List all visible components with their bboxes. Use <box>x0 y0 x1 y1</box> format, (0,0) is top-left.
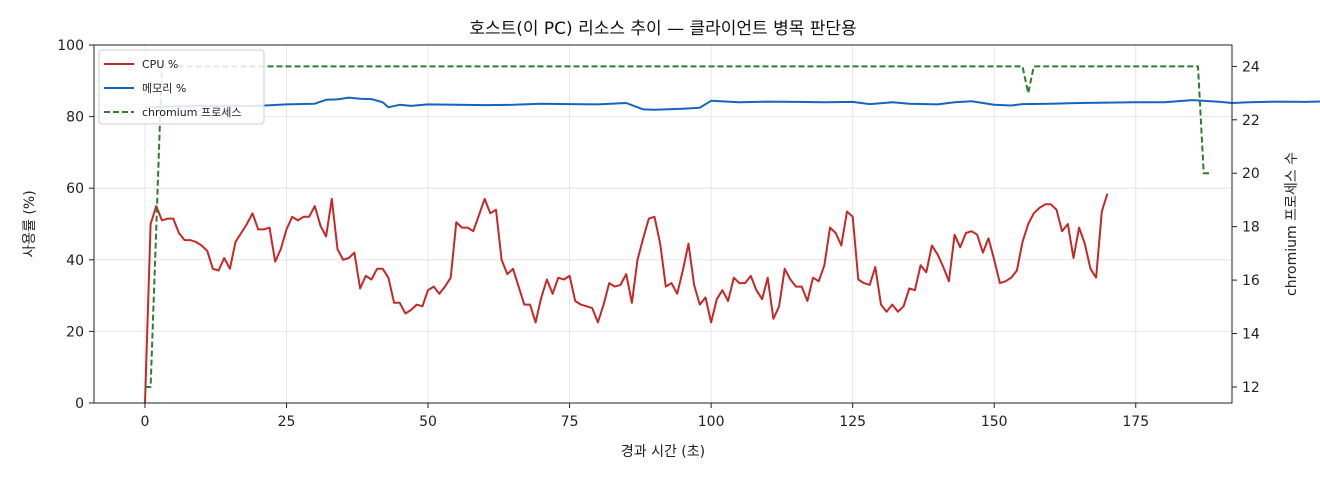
y-tick-label: 40 <box>66 253 84 269</box>
y-axis-right-title: chromium 프로세스 수 <box>1284 152 1300 296</box>
y-right-tick-label: 22 <box>1242 113 1260 129</box>
y-tick-label: 20 <box>66 324 84 340</box>
x-axis: 0 25 50 75 100 125 150 175 <box>140 403 1149 430</box>
x-tick-label: 0 <box>140 414 149 430</box>
legend-box <box>98 49 265 125</box>
y-axis-left: 0 20 40 60 80 100 <box>57 38 94 412</box>
y-tick-label: 0 <box>75 396 84 412</box>
y-right-tick-label: 18 <box>1242 220 1260 236</box>
legend: CPU % 메모리 % chromium 프로세스 <box>98 49 265 125</box>
series-layer <box>144 65 1320 404</box>
legend-label-2: chromium 프로세스 <box>142 106 241 119</box>
y-right-tick-label: 20 <box>1242 166 1260 182</box>
legend-label-1: 메모리 % <box>142 82 186 95</box>
y-right-tick-label: 24 <box>1242 59 1260 75</box>
x-tick-label: 175 <box>1122 414 1149 430</box>
x-axis-title: 경과 시간 (초) <box>621 444 705 460</box>
x-tick-label: 150 <box>981 414 1008 430</box>
series-line-1 <box>144 96 1320 111</box>
series-line-2 <box>145 65 1210 388</box>
y-tick-label: 60 <box>66 181 84 197</box>
y-axis-right: 12 14 16 18 20 22 24 <box>1232 59 1260 396</box>
x-tick-label: 100 <box>698 414 725 430</box>
legend-label-0: CPU % <box>142 58 178 71</box>
x-tick-label: 50 <box>419 414 437 430</box>
plot-frame <box>93 44 1233 404</box>
x-tick-label: 25 <box>278 414 296 430</box>
y-tick-label: 100 <box>57 38 84 54</box>
y-right-tick-label: 12 <box>1242 380 1260 396</box>
x-tick-label: 75 <box>561 414 579 430</box>
x-tick-label: 125 <box>839 414 866 430</box>
series-line-0 <box>144 193 1109 404</box>
y-tick-label: 80 <box>66 110 84 126</box>
y-axis-title: 사용률 (%) <box>22 190 38 257</box>
chart-title: 호스트(이 PC) 리소스 추이 — 클라이언트 병목 판단용 <box>469 19 856 39</box>
y-right-tick-label: 14 <box>1242 327 1260 343</box>
y-right-tick-label: 16 <box>1242 273 1260 289</box>
